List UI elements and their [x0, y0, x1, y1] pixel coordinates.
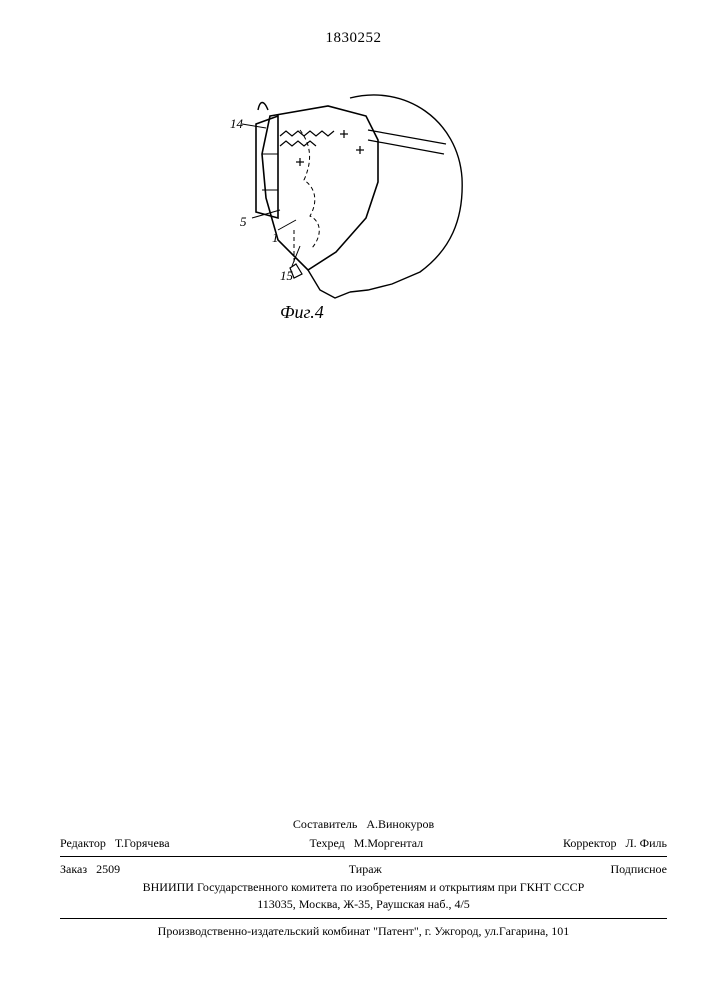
fig-label-14: 14	[230, 116, 244, 131]
org-block: ВНИИПИ Государственного комитета по изоб…	[60, 879, 667, 914]
tech-name: М.Моргентал	[354, 836, 423, 850]
footer-block: Составитель А.Винокуров Редактор Т.Горяч…	[60, 816, 667, 940]
credits-row: Редактор Т.Горячева Техред М.Моргентал К…	[60, 835, 667, 852]
divider-1	[60, 856, 667, 857]
patent-number: 1830252	[0, 30, 707, 47]
editor-label: Редактор	[60, 836, 106, 850]
corrector-name: Л. Филь	[625, 836, 667, 850]
subscription-label: Подписное	[610, 862, 667, 876]
fig-label-5: 5	[240, 214, 247, 229]
circulation-label: Тираж	[349, 862, 382, 876]
org-line1: ВНИИПИ Государственного комитета по изоб…	[60, 879, 667, 896]
tech-label: Техред	[309, 836, 344, 850]
corrector-label: Корректор	[563, 836, 617, 850]
figure-caption: Фиг.4	[280, 302, 324, 323]
editor-name: Т.Горячева	[115, 836, 170, 850]
compiler-name: А.Винокуров	[366, 817, 434, 831]
divider-2	[60, 918, 667, 919]
figure-4: 14 5 1 15	[200, 70, 500, 330]
compiler-row: Составитель А.Винокуров	[60, 816, 667, 833]
order-label: Заказ	[60, 862, 87, 876]
fig-label-15: 15	[280, 268, 294, 283]
org-line2: 113035, Москва, Ж-35, Раушская наб., 4/5	[60, 896, 667, 913]
order-row: Заказ 2509 Тираж Подписное	[60, 861, 667, 878]
printer-line: Производственно-издательский комбинат "П…	[60, 923, 667, 940]
compiler-label: Составитель	[293, 817, 357, 831]
order-number: 2509	[96, 862, 120, 876]
fig-label-1: 1	[272, 230, 279, 245]
